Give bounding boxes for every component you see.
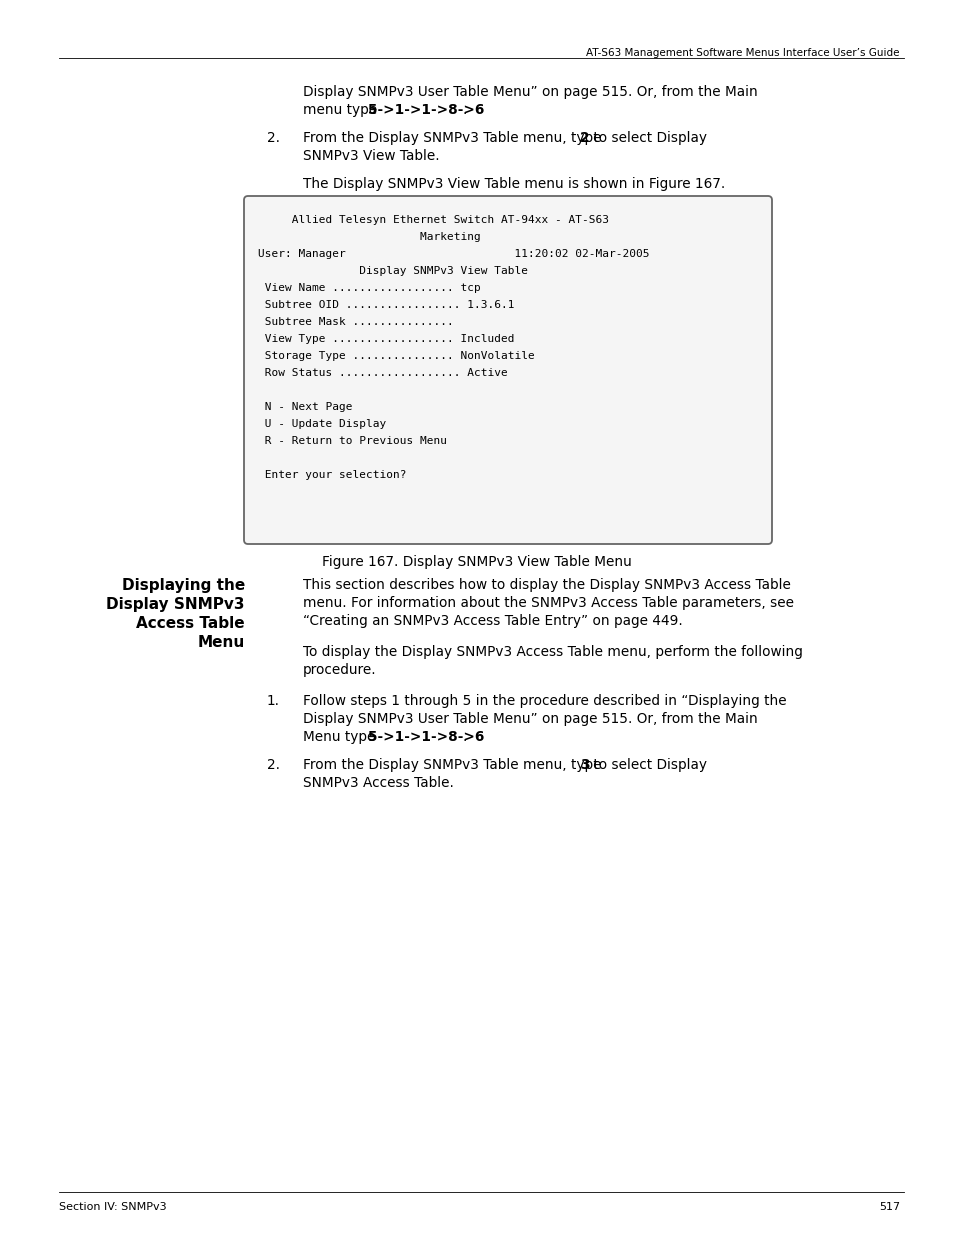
- Text: SNMPv3 Access Table.: SNMPv3 Access Table.: [303, 776, 454, 790]
- Text: N - Next Page: N - Next Page: [257, 403, 352, 412]
- Text: Figure 167. Display SNMPv3 View Table Menu: Figure 167. Display SNMPv3 View Table Me…: [322, 555, 631, 569]
- Text: “Creating an SNMPv3 Access Table Entry” on page 449.: “Creating an SNMPv3 Access Table Entry” …: [303, 614, 682, 629]
- Text: Display SNMPv3 User Table Menu” on page 515. Or, from the Main: Display SNMPv3 User Table Menu” on page …: [303, 713, 757, 726]
- Text: 5->1->1->8->6: 5->1->1->8->6: [368, 730, 484, 743]
- Text: 3: 3: [579, 758, 589, 772]
- Text: Display SNMPv3 User Table Menu” on page 515. Or, from the Main: Display SNMPv3 User Table Menu” on page …: [303, 85, 757, 99]
- Text: This section describes how to display the Display SNMPv3 Access Table: This section describes how to display th…: [303, 578, 790, 592]
- Text: menu type: menu type: [303, 103, 381, 117]
- Text: Enter your selection?: Enter your selection?: [257, 471, 406, 480]
- Text: to select Display: to select Display: [588, 131, 706, 144]
- Text: Displaying the: Displaying the: [122, 578, 245, 593]
- Text: From the Display SNMPv3 Table menu, type: From the Display SNMPv3 Table menu, type: [303, 758, 605, 772]
- Text: .: .: [462, 730, 467, 743]
- Text: 2: 2: [579, 131, 589, 144]
- Text: 5->1->1->8->6: 5->1->1->8->6: [368, 103, 484, 117]
- Text: 2.: 2.: [267, 131, 280, 144]
- Text: SNMPv3 View Table.: SNMPv3 View Table.: [303, 149, 439, 163]
- Text: Access Table: Access Table: [136, 616, 245, 631]
- Text: menu. For information about the SNMPv3 Access Table parameters, see: menu. For information about the SNMPv3 A…: [303, 597, 793, 610]
- Text: User: Manager                         11:20:02 02-Mar-2005: User: Manager 11:20:02 02-Mar-2005: [257, 249, 649, 259]
- Text: U - Update Display: U - Update Display: [257, 419, 386, 429]
- Text: Section IV: SNMPv3: Section IV: SNMPv3: [59, 1202, 167, 1212]
- Text: Marketing: Marketing: [257, 232, 480, 242]
- Text: .: .: [462, 103, 467, 117]
- FancyBboxPatch shape: [244, 196, 771, 543]
- Text: 1.: 1.: [267, 694, 280, 708]
- Text: From the Display SNMPv3 Table menu, type: From the Display SNMPv3 Table menu, type: [303, 131, 605, 144]
- Text: Subtree Mask ...............: Subtree Mask ...............: [257, 317, 454, 327]
- Text: Display SNMPv3 View Table: Display SNMPv3 View Table: [257, 266, 527, 275]
- Text: Allied Telesyn Ethernet Switch AT-94xx - AT-S63: Allied Telesyn Ethernet Switch AT-94xx -…: [257, 215, 608, 225]
- Text: Menu: Menu: [197, 635, 245, 650]
- Text: Storage Type ............... NonVolatile: Storage Type ............... NonVolatile: [257, 351, 535, 361]
- Text: To display the Display SNMPv3 Access Table menu, perform the following: To display the Display SNMPv3 Access Tab…: [303, 645, 802, 659]
- Text: The Display SNMPv3 View Table menu is shown in Figure 167.: The Display SNMPv3 View Table menu is sh…: [303, 177, 724, 191]
- Text: R - Return to Previous Menu: R - Return to Previous Menu: [257, 436, 447, 446]
- Text: View Type .................. Included: View Type .................. Included: [257, 333, 514, 345]
- Text: Row Status .................. Active: Row Status .................. Active: [257, 368, 507, 378]
- Text: procedure.: procedure.: [303, 663, 376, 677]
- Text: Follow steps 1 through 5 in the procedure described in “Displaying the: Follow steps 1 through 5 in the procedur…: [303, 694, 786, 708]
- Text: Subtree OID ................. 1.3.6.1: Subtree OID ................. 1.3.6.1: [257, 300, 514, 310]
- Text: Menu type: Menu type: [303, 730, 379, 743]
- Text: to select Display: to select Display: [588, 758, 706, 772]
- Text: Display SNMPv3: Display SNMPv3: [107, 597, 245, 613]
- Text: 2.: 2.: [267, 758, 280, 772]
- Text: 517: 517: [878, 1202, 899, 1212]
- Text: View Name .................. tcp: View Name .................. tcp: [257, 283, 480, 293]
- Text: AT-S63 Management Software Menus Interface User’s Guide: AT-S63 Management Software Menus Interfa…: [586, 48, 899, 58]
